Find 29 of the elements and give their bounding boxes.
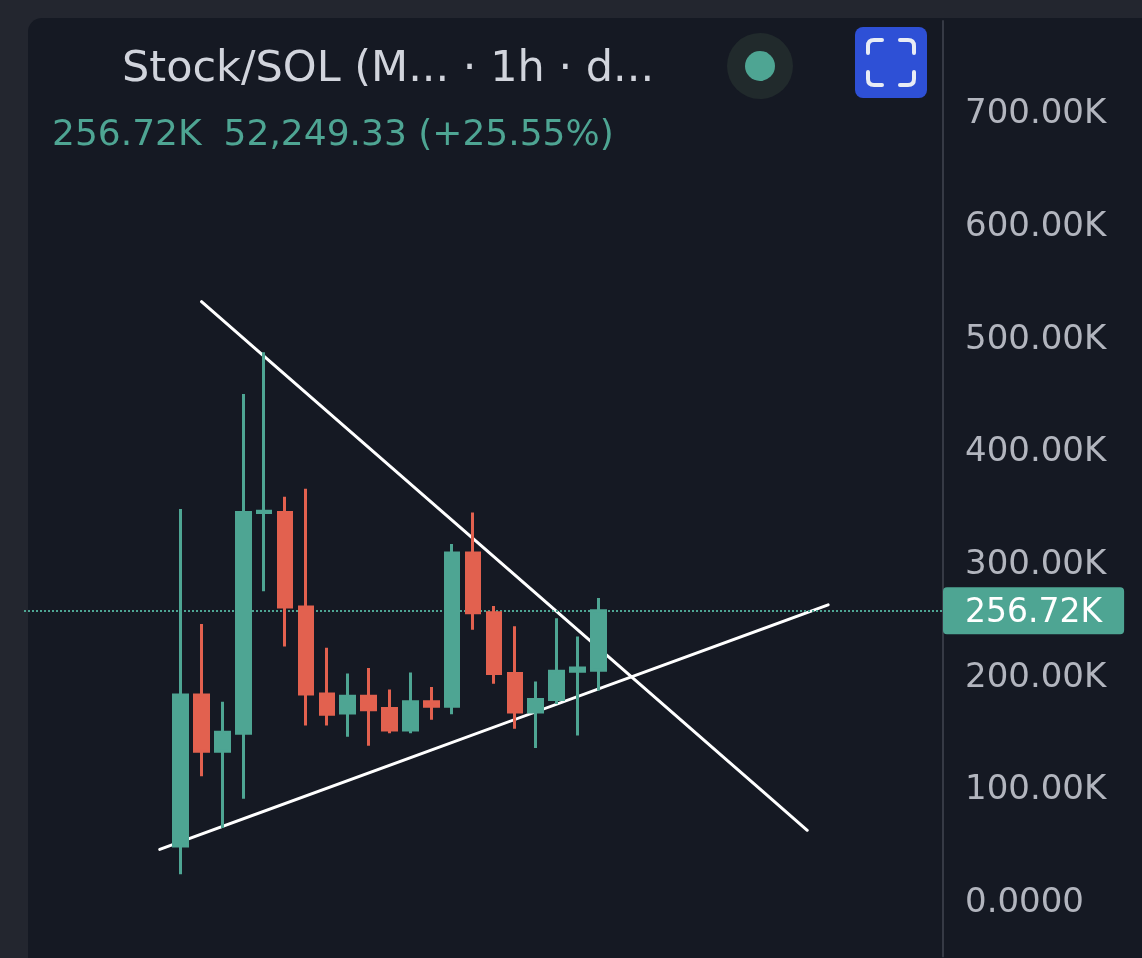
candlestick [569, 636, 586, 736]
y-tick-label: 0.0000 [965, 880, 1084, 921]
candlestick [298, 488, 314, 726]
y-tick-label: 500.00K [965, 316, 1108, 357]
candlestick [193, 624, 210, 777]
y-tick-label: 600.00K [965, 203, 1108, 244]
text: Stock/SOL (M... · 1h · d... [122, 40, 655, 92]
candlestick [486, 605, 502, 684]
candlestick [339, 673, 356, 737]
candlestick [423, 687, 440, 720]
y-tick-label: 700.00K [965, 91, 1108, 132]
annotation: 256.72K [52, 111, 202, 155]
y-tick-label: 200.00K [965, 654, 1108, 695]
candlestick [527, 681, 544, 748]
candlestick [548, 618, 565, 705]
candlestick [381, 689, 398, 734]
candlestick [277, 496, 293, 647]
candlestick [465, 512, 481, 630]
annotation: 52,249.33 (+25.55%) [223, 111, 614, 155]
candlestick [507, 626, 523, 729]
y-tick-label: 400.00K [965, 429, 1108, 470]
candlestick [319, 647, 335, 726]
y-tick-label: 300.00K [965, 542, 1108, 583]
candlestick [256, 352, 272, 592]
ref-line-label: 256.72K [965, 591, 1104, 631]
y-tick-label: 100.00K [965, 767, 1108, 808]
candlestick [402, 672, 419, 734]
candlestick [214, 701, 231, 829]
candlestick [360, 667, 377, 746]
